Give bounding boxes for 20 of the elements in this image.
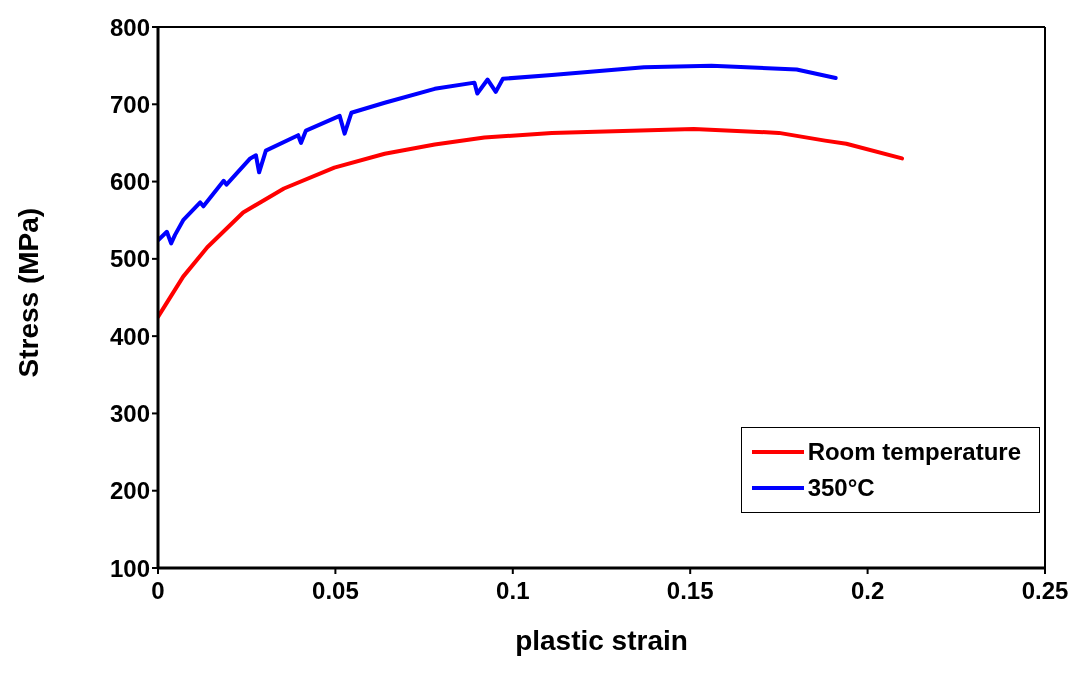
y-tick-label: 200 bbox=[109, 477, 150, 505]
y-tick-label: 800 bbox=[109, 13, 150, 41]
x-tick-label: 0 bbox=[151, 577, 165, 605]
y-tick-label: 700 bbox=[109, 90, 150, 118]
legend-label: Room temperature bbox=[807, 438, 1021, 466]
x-axis-title: plastic strain bbox=[515, 625, 688, 656]
y-tick-label: 600 bbox=[109, 168, 150, 196]
x-tick-label: 0.15 bbox=[666, 577, 714, 605]
line-series bbox=[158, 63, 838, 246]
x-tick-label: 0.2 bbox=[850, 577, 885, 605]
y-tick-label: 100 bbox=[109, 554, 150, 582]
line-series bbox=[158, 127, 905, 319]
y-tick-label: 500 bbox=[109, 245, 150, 273]
y-tick-label: 400 bbox=[109, 322, 150, 350]
x-tick-label: 0.05 bbox=[312, 577, 359, 605]
legend-label: 350°C bbox=[807, 474, 875, 502]
x-tick-label: 0.1 bbox=[496, 577, 530, 605]
x-tick-label: 0.25 bbox=[1021, 577, 1069, 605]
y-axis-title: Stress (MPa) bbox=[12, 207, 44, 378]
y-tick-label: 300 bbox=[109, 399, 150, 427]
